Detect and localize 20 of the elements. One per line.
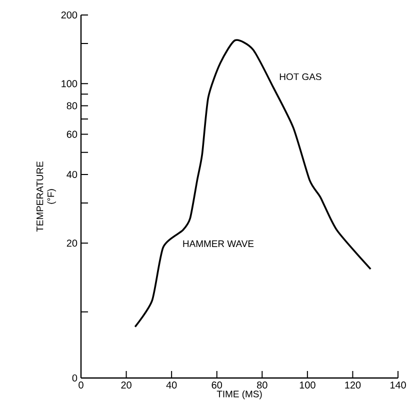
x-tick-label: 60 (212, 382, 222, 389)
y-tick-label: 80 (66, 102, 78, 110)
y-tick-label: 0 (72, 374, 78, 382)
y-tick-label: 200 (61, 11, 78, 19)
y-tick-label: 20 (66, 240, 78, 247)
line-series (134, 39, 372, 328)
y-axis-title: TEMPERATURE (°F) (36, 162, 56, 232)
annotation: HAMMER WAVE (183, 240, 254, 247)
x-tick-label: 100 (300, 382, 316, 389)
y-tick-label: 40 (66, 170, 78, 178)
annotation: HOT GAS (280, 73, 322, 80)
x-tick-label: 0 (78, 382, 84, 389)
x-tick-label: 80 (257, 382, 268, 389)
x-tick-label: 140 (390, 382, 406, 389)
x-axis-title: TIME (MS) (216, 390, 262, 400)
y-tick-label: 60 (66, 130, 78, 138)
x-tick-label: 40 (166, 382, 177, 389)
x-tick-label: 120 (345, 382, 361, 389)
x-tick-label: 20 (121, 382, 132, 389)
y-tick-label: 100 (62, 80, 78, 88)
